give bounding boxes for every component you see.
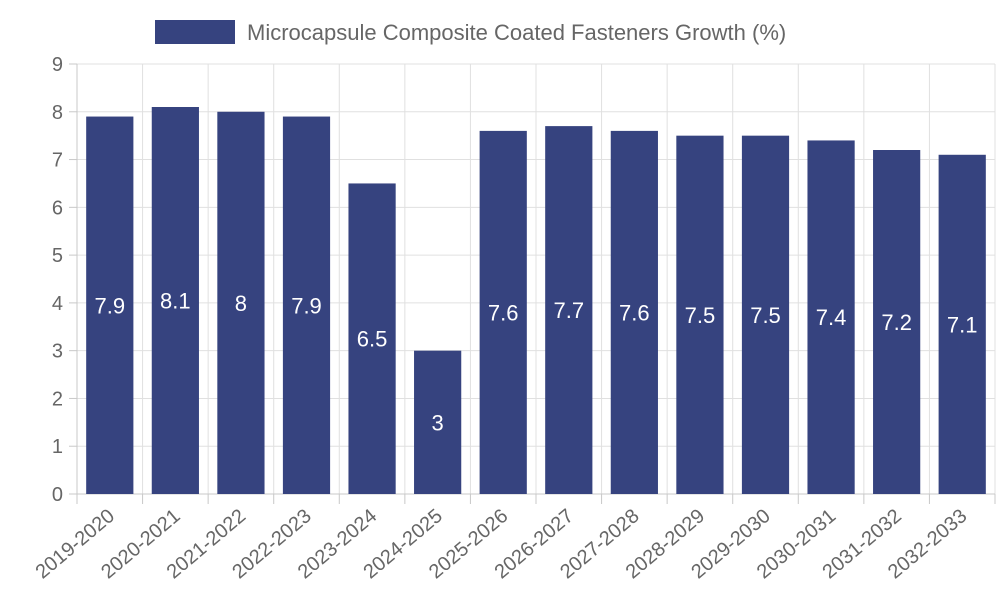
bar-value-label: 7.1 [947,312,978,337]
bar-value-label: 7.4 [816,305,847,330]
bar [282,116,331,495]
bar-value-label: 7.6 [619,300,650,325]
bar-value-label: 7.5 [750,303,781,328]
bar [938,154,986,494]
bar [545,126,593,494]
bar-value-label: 8 [235,291,247,316]
legend-label: Microcapsule Composite Coated Fasteners … [247,20,786,45]
bar-value-label: 6.5 [357,327,388,352]
y-tick-label: 3 [52,341,63,363]
legend-swatch [155,20,235,44]
bar [217,111,265,495]
y-tick-label: 6 [52,197,63,219]
y-tick-label: 2 [52,388,63,410]
bar [610,130,658,494]
bar [151,107,199,494]
y-tick-label: 5 [52,245,63,267]
bar-value-label: 7.2 [881,310,912,335]
bar-value-label: 7.9 [94,293,125,318]
bar-value-label: 7.7 [553,298,584,323]
bar-value-label: 3 [432,410,444,435]
y-tick-label: 0 [52,484,63,506]
legend: Microcapsule Composite Coated Fasteners … [155,20,786,45]
bar-value-label: 7.9 [291,293,322,318]
bar-labels: 7.9 8.1 8 7.9 6.5 3 7.6 7.7 7.6 7.5 7.5 7.4 7.2 7.1 [94,289,977,436]
grid [76,63,996,495]
bar [741,135,790,494]
bar [348,183,396,494]
y-tick-label: 7 [52,150,63,172]
bar [873,150,921,494]
y-tick-label: 4 [52,293,63,315]
bar-value-label: 7.5 [685,303,716,328]
bar [86,116,134,495]
bars [86,107,986,495]
bar-value-label: 8.1 [160,289,191,314]
y-tick-label: 8 [52,102,63,124]
bar [479,130,527,494]
x-axis: 2019-20202020-20212021-20222022-20232023… [32,493,996,583]
bar [676,135,724,494]
y-axis: 0 1 2 3 4 5 6 7 8 9 [52,54,78,506]
bar [414,350,462,494]
y-tick-label: 9 [52,54,63,76]
bar-value-label: 7.6 [488,300,519,325]
bar [807,140,855,494]
y-tick-label: 1 [52,436,63,458]
